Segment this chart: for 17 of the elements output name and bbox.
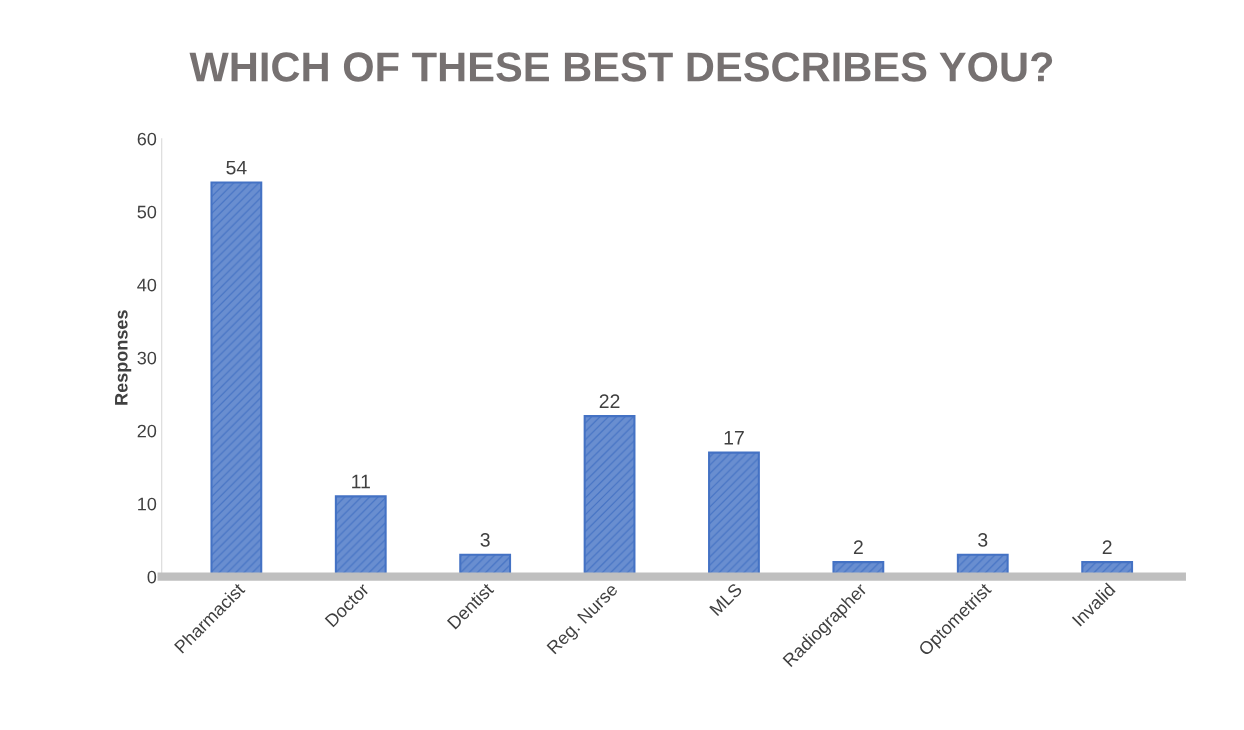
data-label: 3: [978, 533, 988, 547]
y-tick-label: 60: [137, 132, 157, 146]
y-tick-label: 10: [138, 497, 157, 511]
y-tick-label: 0: [147, 570, 157, 584]
data-label: 11: [352, 474, 370, 489]
y-tick-label: 20: [137, 424, 157, 438]
y-axis-title: Responses: [115, 310, 132, 405]
data-label: 54: [226, 160, 247, 175]
data-label: 3: [480, 533, 490, 547]
data-label: 22: [599, 394, 620, 408]
y-tick-label: 40: [137, 278, 157, 292]
y-tick-label: 30: [137, 351, 157, 365]
y-tick-label: 50: [137, 205, 157, 219]
chart-title: WHICH OF THESE BEST DESCRIBES YOU?: [189, 52, 1053, 82]
data-label: 2: [1102, 540, 1112, 554]
data-label: 17: [724, 431, 744, 445]
data-label: 2: [853, 540, 863, 554]
